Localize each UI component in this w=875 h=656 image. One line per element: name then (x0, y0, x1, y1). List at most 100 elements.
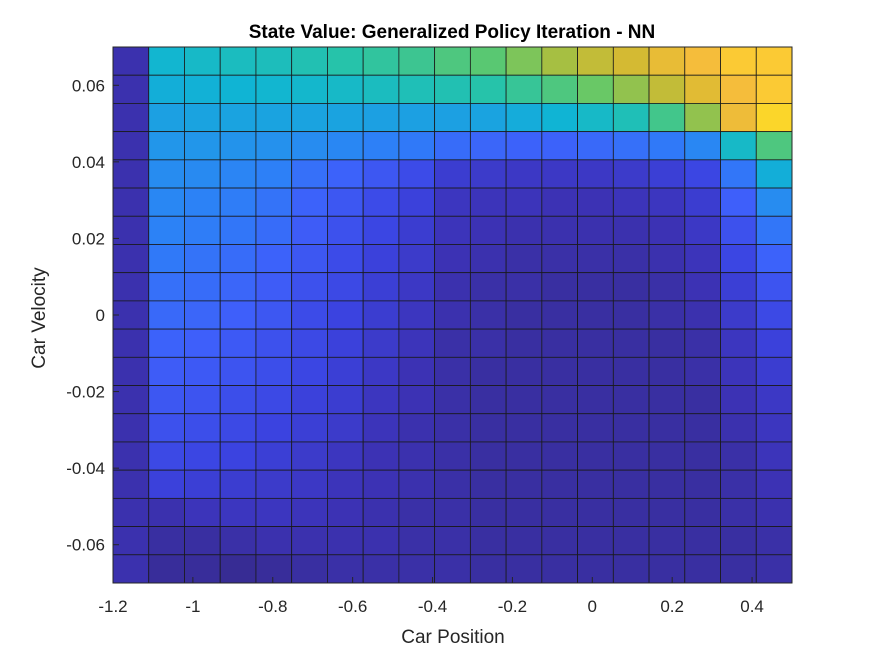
heatmap-cell (148, 469, 185, 499)
heatmap-cell (362, 46, 400, 76)
heatmap-cell (648, 187, 686, 217)
y-tick-label: -0.06 (66, 536, 105, 555)
heatmap-cell (612, 103, 650, 133)
heatmap-cell (469, 46, 507, 76)
heatmap-cell (362, 469, 400, 499)
heatmap-cell (577, 300, 614, 330)
heatmap-cell (362, 441, 400, 471)
heatmap-cell (184, 413, 221, 443)
heatmap-cell (255, 74, 293, 104)
heatmap-cell (184, 385, 221, 415)
heatmap-cell (541, 103, 578, 133)
heatmap-cell (148, 441, 185, 471)
heatmap-cell (362, 244, 400, 274)
heatmap-cell (362, 300, 400, 330)
heatmap-cell (541, 526, 578, 556)
heatmap-cell (612, 356, 650, 386)
heatmap-cell (577, 46, 614, 76)
heatmap-cell (112, 244, 150, 274)
heatmap-cell (255, 497, 293, 527)
heatmap-cell (469, 328, 507, 358)
heatmap-cell (648, 497, 686, 527)
heatmap-cell (112, 469, 150, 499)
heatmap-cell (255, 526, 293, 556)
heatmap-cell (219, 413, 257, 443)
y-tick-label: -0.04 (66, 459, 105, 478)
heatmap-cell (755, 328, 793, 358)
heatmap-cell (648, 74, 686, 104)
heatmap-cell (469, 103, 507, 133)
heatmap-cell (684, 74, 721, 104)
heatmap-cell (398, 244, 436, 274)
heatmap-cell (469, 497, 507, 527)
heatmap-cell (684, 441, 721, 471)
heatmap-cell (255, 300, 293, 330)
heatmap-cell (291, 244, 328, 274)
heatmap-cell (720, 244, 757, 274)
heatmap-cell (219, 328, 257, 358)
heatmap-cell (577, 272, 614, 302)
x-tick-label: -0.2 (498, 597, 527, 616)
heatmap-cell (398, 187, 436, 217)
heatmap-cell (219, 159, 257, 189)
heatmap-cell (148, 272, 185, 302)
heatmap-cell (184, 272, 221, 302)
heatmap-cell (755, 103, 793, 133)
heatmap-cell (720, 441, 757, 471)
heatmap-cell (577, 497, 614, 527)
heatmap-cell (469, 300, 507, 330)
heatmap-cell (755, 300, 793, 330)
heatmap-cell (327, 244, 364, 274)
heatmap-cell (148, 46, 185, 76)
y-axis-label: Car Velocity (29, 267, 50, 369)
heatmap-cell (362, 159, 400, 189)
heatmap-cell (612, 74, 650, 104)
heatmap-cell (184, 526, 221, 556)
heatmap-cell (398, 441, 436, 471)
heatmap-cell (327, 441, 364, 471)
heatmap-cell (219, 244, 257, 274)
heatmap-cell (755, 441, 793, 471)
heatmap-cell (505, 215, 543, 245)
heatmap-cell (469, 526, 507, 556)
heatmap-cell (291, 328, 328, 358)
heatmap-cell (148, 244, 185, 274)
heatmap-cell (398, 103, 436, 133)
heatmap-cell (148, 131, 185, 161)
heatmap-cell (398, 497, 436, 527)
heatmap-cell (398, 272, 436, 302)
heatmap-cell (612, 131, 650, 161)
heatmap-cell (469, 441, 507, 471)
heatmap-cell (577, 187, 614, 217)
heatmap-cell (219, 356, 257, 386)
heatmap-cell (684, 103, 721, 133)
heatmap-cell (505, 554, 543, 584)
heatmap-cell (434, 46, 471, 76)
heatmap-cell (112, 187, 150, 217)
heatmap-cell (327, 469, 364, 499)
heatmap-cell (398, 328, 436, 358)
heatmap-cell (648, 526, 686, 556)
y-tick-label: 0 (96, 306, 105, 325)
heatmap-cell (327, 356, 364, 386)
heatmap-cell (327, 526, 364, 556)
heatmap-cell (291, 413, 328, 443)
heatmap-cell (648, 46, 686, 76)
heatmap-cell (684, 159, 721, 189)
heatmap-cell (148, 300, 185, 330)
heatmap-cell (184, 356, 221, 386)
heatmap-cell (755, 215, 793, 245)
heatmap-cell (541, 469, 578, 499)
heatmap-cell (577, 244, 614, 274)
heatmap-cell (469, 74, 507, 104)
heatmap-cell (755, 526, 793, 556)
heatmap-cell (469, 356, 507, 386)
heatmap-cell (184, 46, 221, 76)
heatmap-cell (362, 356, 400, 386)
heatmap-cell (505, 159, 543, 189)
heatmap-cell (291, 554, 328, 584)
heatmap-cell (148, 328, 185, 358)
heatmap-cell (184, 554, 221, 584)
heatmap-cell (505, 356, 543, 386)
